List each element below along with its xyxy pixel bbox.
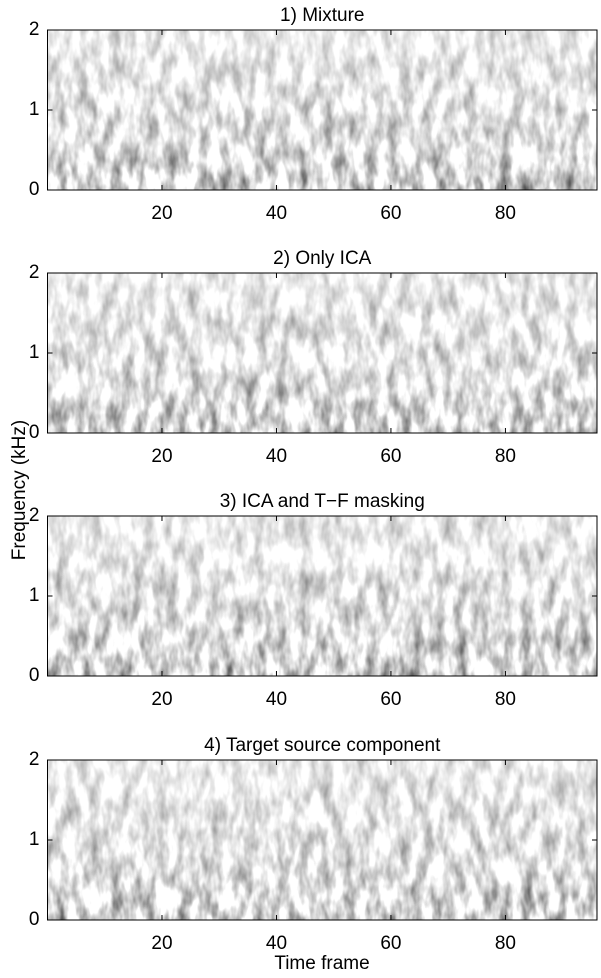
x-tick-label: 40 — [266, 203, 287, 224]
x-tick-label: 80 — [495, 933, 516, 954]
y-tick-label: 1 — [29, 585, 40, 606]
y-tick-label: 2 — [29, 505, 40, 526]
spectrogram-fade — [47, 273, 597, 433]
spectrogram-fade — [47, 760, 597, 920]
x-tick-label: 60 — [380, 446, 401, 467]
spectrogram-panel: 2) Only ICA 0 1 2 20 40 60 80 — [29, 248, 598, 467]
spectrogram-panel: 3) ICA and T−F masking 0 1 2 20 40 60 80 — [29, 491, 598, 710]
x-tick-label: 40 — [266, 933, 287, 954]
y-tick-label: 0 — [29, 179, 40, 200]
x-tick-label: 80 — [495, 689, 516, 710]
x-tick-label: 80 — [495, 446, 516, 467]
panel-title: 2) Only ICA — [273, 248, 372, 269]
x-tick-label: 60 — [380, 689, 401, 710]
panel-title: 4) Target source component — [204, 735, 441, 756]
spectrogram-panel: 1) Mixture 0 1 2 20 40 60 80 — [29, 5, 598, 224]
x-tick-label: 20 — [151, 203, 172, 224]
y-tick-label: 2 — [29, 19, 40, 40]
y-tick-label: 1 — [29, 99, 40, 120]
y-tick-label: 0 — [29, 665, 40, 686]
x-tick-label: 20 — [151, 446, 172, 467]
panel-title: 3) ICA and T−F masking — [220, 491, 425, 512]
x-tick-label: 60 — [380, 933, 401, 954]
y-tick-label: 2 — [29, 262, 40, 283]
x-tick-label: 20 — [151, 689, 172, 710]
spectrogram-panel: 4) Target source component 0 1 2 20 40 60 80 — [29, 735, 598, 954]
y-tick-label: 1 — [29, 829, 40, 850]
y-tick-label: 1 — [29, 342, 40, 363]
x-tick-label: 40 — [266, 446, 287, 467]
y-tick-label: 2 — [29, 749, 40, 770]
x-tick-label: 20 — [151, 933, 172, 954]
panel-title: 1) Mixture — [280, 5, 364, 26]
y-axis-label: Frequency (kHz) — [9, 420, 30, 560]
y-tick-label: 0 — [29, 909, 40, 930]
spectrogram-fade — [47, 516, 597, 676]
spectrogram-fade — [47, 30, 597, 190]
x-axis-label: Time frame — [274, 953, 369, 974]
y-tick-label: 0 — [29, 422, 40, 443]
x-tick-label: 40 — [266, 689, 287, 710]
x-tick-label: 60 — [380, 203, 401, 224]
x-tick-label: 80 — [495, 203, 516, 224]
